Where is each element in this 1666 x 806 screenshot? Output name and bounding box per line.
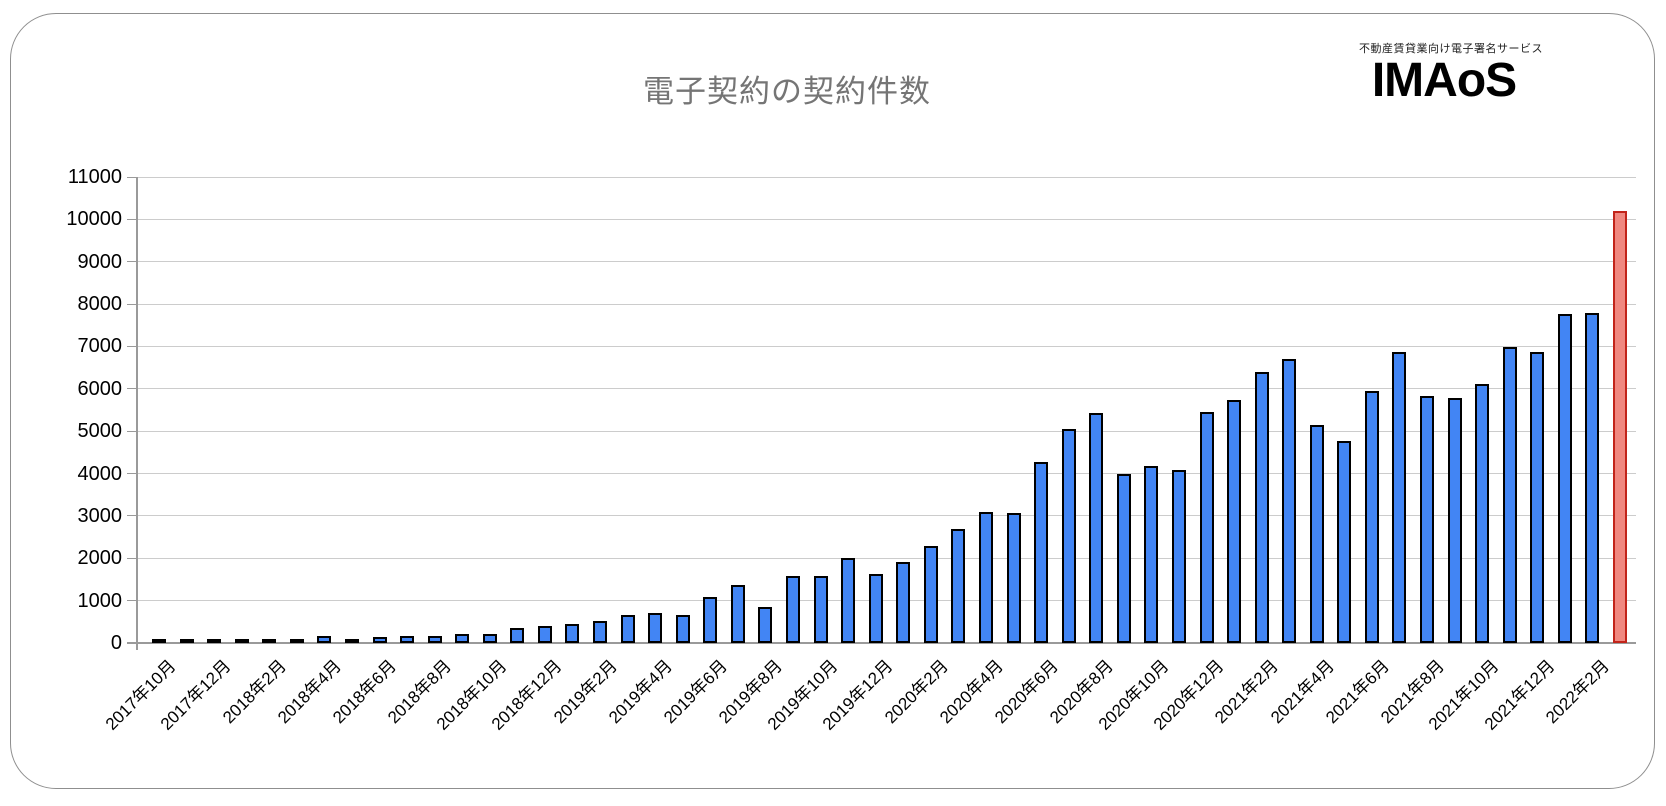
bar-2018年5月 [344,638,359,643]
bar-2020年3月 [951,528,966,643]
bar-2020年7月 [1061,428,1076,643]
bar-2019年6月 [703,596,718,643]
y-axis-tick-label: 0 [110,632,122,654]
bar-2020年2月 [923,546,938,643]
gridline [137,473,1636,475]
bar-2020年8月 [1089,412,1104,643]
bar-2021年4月 [1309,424,1324,643]
y-axis-tick [127,430,136,432]
gridline [137,176,1636,178]
bar-2018年3月 [289,639,304,643]
chart-card: 電子契約の契約件数 不動産賃貸業向け電子署名サービス IMAoS 0 1000 20… [10,13,1655,789]
gridline [137,515,1636,517]
bar-2018年2月 [262,639,277,643]
y-axis-tick-label: 3000 [77,504,123,527]
y-axis-tick-label: 11000 [67,166,122,188]
gridline [137,557,1636,559]
bar-2022年1月 [1557,313,1572,643]
y-axis-tick [127,600,136,602]
gridline [137,345,1636,347]
y-axis-tick-label: 8000 [77,293,123,316]
bar-2019年12月 [868,573,883,643]
bar-2017年12月 [207,639,222,643]
bar-2020年6月 [1034,461,1049,643]
bar-chart: 0 1000 2000 3000 4000 5000 6000 7000 8000 9000 100… [66,167,1636,734]
y-axis-tick-label: 2000 [77,547,123,570]
y-axis-tick [127,557,136,559]
y-axis-tick-label: 5000 [77,420,123,443]
y-axis-tick-label: 9000 [77,250,123,273]
bar-2019年9月 [786,576,801,643]
bar-2019年2月 [593,620,608,643]
bar-2022年2月 [1585,313,1600,643]
bar-2018年1月 [234,639,249,643]
bar-2017年11月 [179,639,194,643]
bar-2021年9月 [1447,398,1462,643]
y-axis-tick-label: 6000 [77,377,123,400]
bar-2021年6月 [1364,391,1379,643]
bar-2022年3月 [1612,211,1627,643]
bar-2018年10月 [482,634,497,643]
bar-2020年11月 [1171,469,1186,643]
bar-2019年8月 [758,606,773,643]
bar-2018年6月 [372,637,387,643]
bar-2018年8月 [427,635,442,643]
y-axis-tick [127,218,136,220]
y-axis-tick-label: 1000 [77,589,123,612]
bar-2019年3月 [620,615,635,643]
gridline [137,388,1636,390]
bar-2021年8月 [1420,396,1435,643]
logo-tagline: 不動産賃貸業向け電子署名サービス [1359,43,1543,55]
chart-title: 電子契約の契約件数 [643,74,931,109]
x-axis-line [127,642,1636,644]
gridline [137,218,1636,220]
bar-2021年12月 [1530,351,1545,643]
bar-2019年10月 [813,576,828,643]
bar-2021年2月 [1254,371,1269,643]
bar-2021年10月 [1475,383,1490,643]
gridline [137,303,1636,305]
y-axis-line [136,177,138,650]
bar-2017年10月 [152,639,166,643]
bar-2018年12月 [537,626,552,643]
bar-2019年1月 [565,624,580,643]
bar-2020年1月 [896,562,911,643]
bar-2019年11月 [841,558,856,643]
gridline [137,430,1636,432]
bar-2020年4月 [978,512,993,643]
bar-2019年7月 [730,585,745,643]
bar-2020年9月 [1116,474,1131,643]
bar-2018年7月 [400,636,415,643]
y-axis-tick-label: 4000 [77,462,123,485]
bar-2020年12月 [1199,411,1214,643]
gridline [137,600,1636,602]
y-axis-tick-label: 10000 [66,208,122,231]
bar-2021年11月 [1502,347,1517,643]
y-axis-tick [127,473,136,475]
bar-2021年1月 [1227,400,1242,643]
bar-2021年3月 [1282,359,1297,643]
y-axis-tick [127,176,136,178]
bar-2018年11月 [510,628,525,643]
bar-2018年9月 [455,634,470,643]
bar-2021年5月 [1337,441,1352,643]
y-axis-tick [127,388,136,390]
bar-2019年5月 [675,615,690,643]
y-axis-tick [127,261,136,263]
y-axis-tick [127,345,136,347]
bar-2021年7月 [1392,351,1407,643]
logo-wordmark: IMAoS [1371,54,1517,107]
y-axis-tick [127,303,136,305]
bar-2019年4月 [648,612,663,643]
y-axis-tick [127,515,136,517]
y-axis-tick-label: 7000 [77,335,123,358]
logo: 不動産賃貸業向け電子署名サービス IMAoS [1359,40,1543,107]
bar-2020年10月 [1144,466,1159,643]
bar-2018年4月 [317,636,332,643]
bar-2020年5月 [1006,512,1021,643]
gridline [137,261,1636,263]
